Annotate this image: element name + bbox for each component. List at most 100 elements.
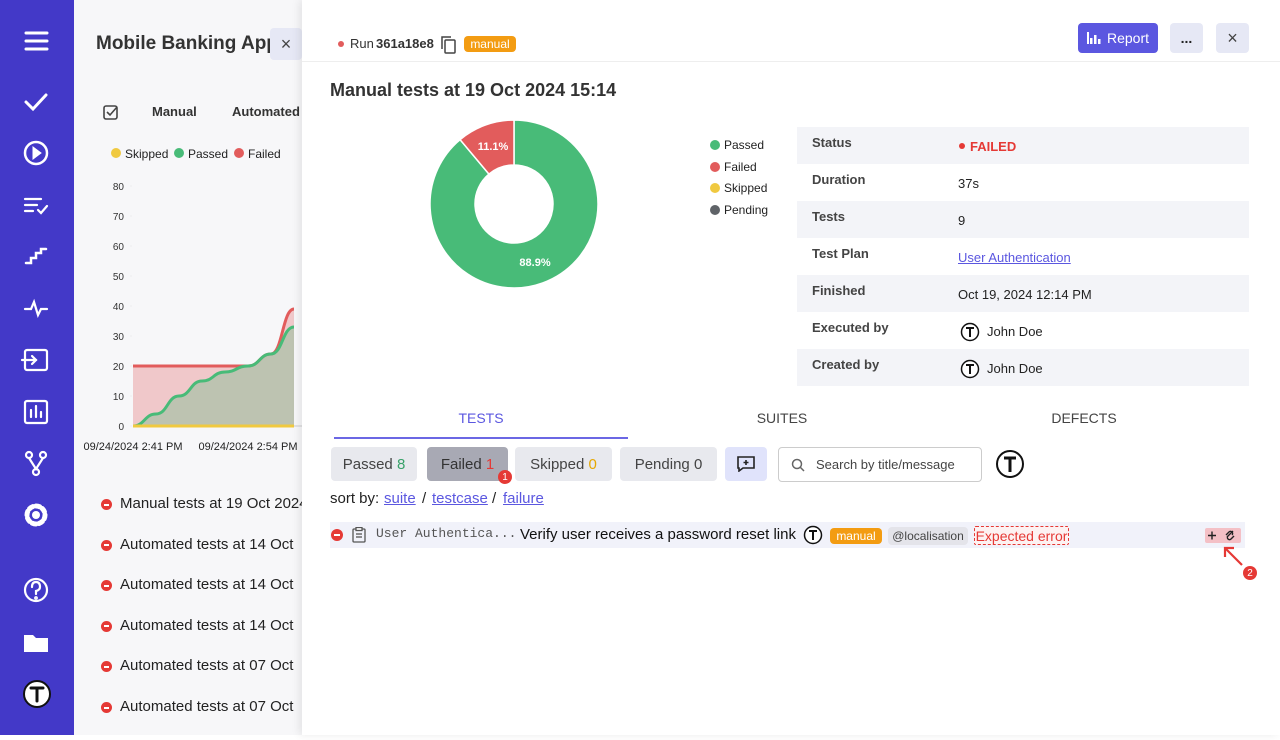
- y-tick-label: 30: [113, 332, 125, 343]
- filter-count: 0: [589, 456, 597, 473]
- filter-label: Passed: [343, 456, 393, 473]
- test-title: Verify user receives a password reset li…: [520, 525, 796, 545]
- pulse-icon[interactable]: [25, 302, 47, 315]
- test-suite: User Authentica...: [376, 524, 516, 544]
- run-status-icon: [101, 580, 112, 591]
- detail-value: FAILED: [970, 137, 1016, 157]
- runs-icon[interactable]: [25, 142, 47, 164]
- run-title[interactable]: Automated tests at 14 Oct: [120, 535, 293, 555]
- message-icon: [737, 456, 755, 472]
- sort-label: sort by:: [330, 489, 379, 509]
- manual-test-icon: [352, 527, 366, 543]
- settings-icon[interactable]: [27, 506, 45, 524]
- detail-value: John Doe: [987, 359, 1043, 379]
- minus: [104, 666, 109, 668]
- runs-panel: Mobile Banking App × Manual Automated 01…: [74, 0, 302, 735]
- minus: [104, 707, 109, 709]
- row-actions[interactable]: [1205, 528, 1241, 543]
- test-plan-link[interactable]: User Authentication: [958, 248, 1071, 268]
- run-label: Run: [350, 34, 374, 54]
- filter-passed[interactable]: Passed 8: [331, 447, 417, 481]
- detail-label: Duration: [812, 170, 865, 190]
- failed-badge: 1: [498, 470, 512, 484]
- filter-failed[interactable]: Failed 1: [427, 447, 508, 481]
- user-avatar: [803, 525, 823, 545]
- slice-label: 11.1%: [478, 141, 509, 153]
- error-message: Expected error: [974, 526, 1069, 545]
- run-title[interactable]: Automated tests at 14 Oct: [120, 616, 293, 636]
- legend-dot: [174, 148, 184, 158]
- analytics-icon[interactable]: [25, 401, 47, 423]
- filter-skipped[interactable]: Skipped 0: [515, 447, 612, 481]
- run-status-icon: [101, 702, 112, 713]
- legend-dot: [234, 148, 244, 158]
- slice-label: 88.9%: [519, 257, 550, 269]
- run-status-icon: [101, 661, 112, 672]
- user-avatar[interactable]: [24, 681, 50, 707]
- active-tab-underline: [334, 437, 628, 439]
- user-avatar: [960, 359, 980, 379]
- detail-label: Executed by: [812, 318, 889, 338]
- legend-label: Skipped: [125, 147, 168, 161]
- sort-separator: /: [492, 489, 496, 509]
- import-icon[interactable]: [22, 350, 47, 370]
- minus: [104, 585, 109, 587]
- filter-count: 0: [694, 456, 702, 473]
- minus: [104, 504, 109, 506]
- folder-icon[interactable]: [24, 635, 48, 652]
- run-title: Manual tests at 19 Oct 2024 15:14: [330, 80, 616, 100]
- report-label: Report: [1107, 30, 1149, 46]
- run-type-badge: manual: [464, 36, 516, 52]
- y-tick-label: 50: [113, 272, 125, 283]
- menu-icon[interactable]: [26, 33, 47, 49]
- history-chart: 0102030405060708009/24/2024 2:41 PM09/24…: [74, 0, 302, 470]
- legend-dot: [710, 205, 720, 215]
- legend-dot: [710, 140, 720, 150]
- run-status-icon: [101, 540, 112, 551]
- run-status-icon: [101, 499, 112, 510]
- sort-option[interactable]: testcase: [432, 489, 488, 509]
- y-tick-label: 70: [113, 212, 125, 223]
- message-filter-button[interactable]: [725, 447, 767, 481]
- header-divider: [302, 61, 1280, 62]
- run-title[interactable]: Manual tests at 19 Oct 2024: [120, 494, 302, 514]
- check-icon[interactable]: [26, 95, 46, 109]
- failed-icon: [331, 529, 343, 541]
- detail-row: [797, 127, 1249, 164]
- copy-icon[interactable]: [440, 36, 456, 54]
- tab-defects[interactable]: DEFECTS: [984, 408, 1184, 428]
- tab-tests[interactable]: TESTS: [334, 408, 628, 428]
- tab-suites[interactable]: SUITES: [682, 408, 882, 428]
- detail-value: Oct 19, 2024 12:14 PM: [958, 285, 1092, 305]
- left-nav: [0, 0, 74, 735]
- sort-option[interactable]: failure: [503, 489, 544, 509]
- more-button[interactable]: ...: [1170, 23, 1203, 53]
- detail-label: Created by: [812, 355, 879, 375]
- detail-value: John Doe: [987, 322, 1043, 342]
- legend-dot: [710, 162, 720, 172]
- detail-label: Test Plan: [812, 244, 869, 264]
- x-tick-label: 09/24/2024 2:41 PM: [83, 441, 182, 453]
- filter-pending[interactable]: Pending 0: [620, 447, 717, 481]
- y-tick-label: 40: [113, 302, 125, 313]
- help-icon[interactable]: [25, 579, 47, 601]
- report-button[interactable]: Report: [1078, 23, 1158, 53]
- close-button[interactable]: ×: [1216, 23, 1249, 53]
- branch-icon[interactable]: [26, 452, 46, 475]
- legend-label: Skipped: [724, 178, 767, 198]
- plans-icon[interactable]: [25, 199, 47, 213]
- detail-label: Finished: [812, 281, 865, 301]
- run-status-icon: [101, 621, 112, 632]
- steps-icon[interactable]: [26, 249, 46, 263]
- status-dot: [338, 41, 344, 47]
- run-title[interactable]: Automated tests at 07 Oct: [120, 697, 293, 717]
- search-box[interactable]: Search by title/message: [778, 447, 982, 482]
- sort-option[interactable]: suite: [384, 489, 416, 509]
- legend-label: Pending: [724, 200, 768, 220]
- user-filter-avatar[interactable]: [995, 449, 1025, 479]
- run-title[interactable]: Automated tests at 07 Oct: [120, 656, 293, 676]
- run-title[interactable]: Automated tests at 14 Oct: [120, 575, 293, 595]
- filter-label: Failed: [441, 456, 482, 473]
- sort-separator: /: [422, 489, 426, 509]
- legend-dot: [111, 148, 121, 158]
